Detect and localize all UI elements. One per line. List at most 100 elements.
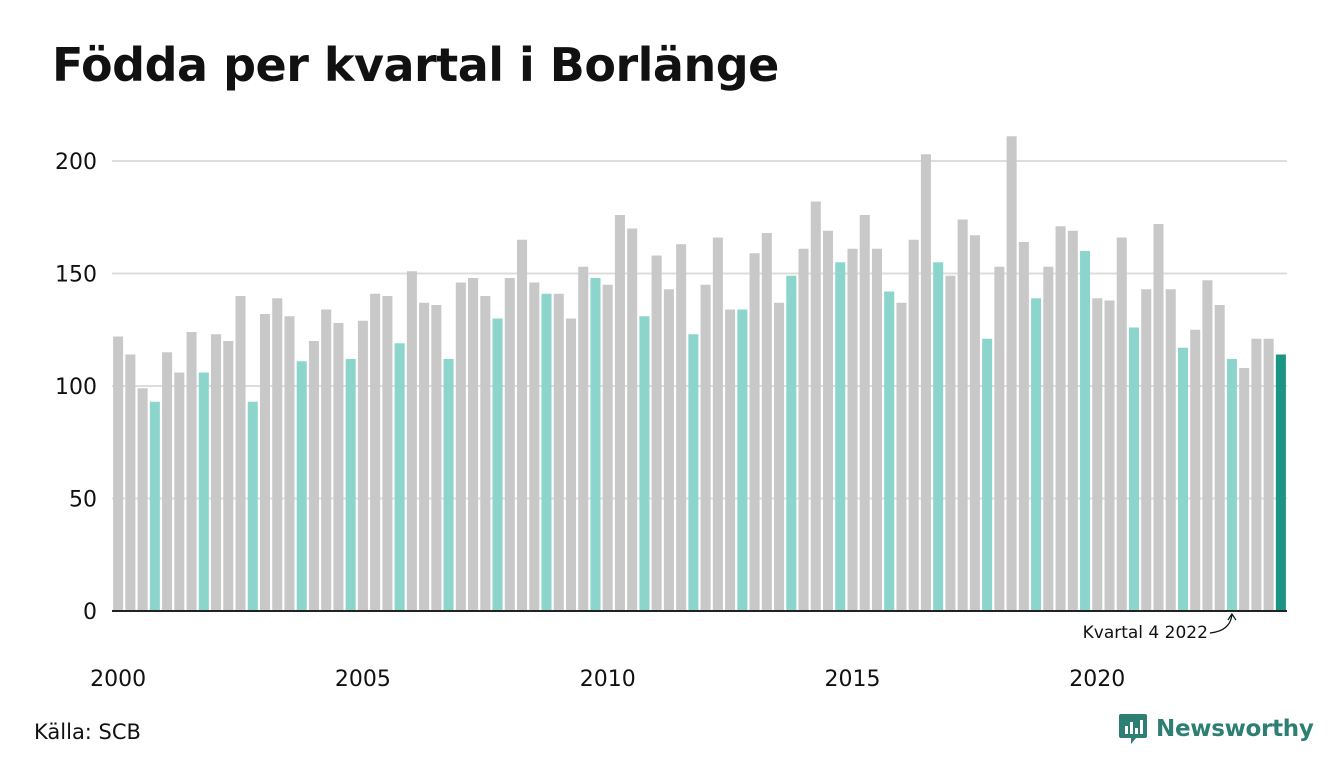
bar <box>565 318 577 611</box>
bar <box>1104 300 1115 611</box>
bar <box>186 332 197 611</box>
bar <box>1067 230 1078 611</box>
bar <box>1092 298 1103 611</box>
bar <box>1153 224 1164 611</box>
bar <box>406 271 417 611</box>
bar <box>578 266 589 611</box>
newsworthy-logo: Newsworthy <box>1118 712 1314 746</box>
bar <box>835 262 846 611</box>
bar <box>443 359 454 611</box>
bar <box>431 305 442 611</box>
y-tick-label: 50 <box>69 488 97 513</box>
bar <box>957 219 968 611</box>
bar <box>1226 359 1237 611</box>
bar <box>651 255 662 611</box>
y-axis-ticks: 0 50 100 150 200 <box>55 150 97 625</box>
bar <box>480 296 491 611</box>
bar <box>725 309 736 611</box>
bar <box>1177 347 1188 611</box>
bar <box>786 275 797 611</box>
bar <box>529 282 540 611</box>
bar <box>468 278 479 611</box>
bar <box>223 341 234 611</box>
bar <box>871 248 882 611</box>
y-tick-label: 150 <box>55 263 97 288</box>
bar <box>382 296 393 611</box>
bar <box>1239 368 1250 611</box>
bar <box>908 239 919 611</box>
bar <box>688 334 699 611</box>
bar <box>676 244 687 611</box>
bar <box>1031 298 1042 611</box>
bar <box>1116 237 1127 611</box>
annotation: Kvartal 4 2022 <box>1083 612 1237 643</box>
bar <box>517 239 528 611</box>
bar <box>113 336 124 611</box>
bar <box>198 372 209 611</box>
bar <box>394 343 405 611</box>
bar <box>284 316 295 611</box>
bar <box>896 302 907 611</box>
bar <box>700 284 711 611</box>
bar <box>627 228 638 611</box>
bar <box>553 293 564 611</box>
x-tick-label: 2020 <box>1069 667 1125 692</box>
bar <box>590 278 601 611</box>
bar <box>1055 226 1066 611</box>
bar <box>504 278 515 611</box>
bar <box>1128 327 1140 611</box>
source-label: Källa: SCB <box>34 720 141 744</box>
bar <box>370 293 381 611</box>
bar <box>1202 280 1213 611</box>
bar <box>859 215 870 611</box>
bar <box>125 354 136 611</box>
bar <box>1275 354 1286 611</box>
bar <box>541 293 552 611</box>
bar <box>982 338 993 611</box>
annotation-label: Kvartal 4 2022 <box>1083 623 1208 643</box>
bar <box>614 215 625 611</box>
grid-lines <box>112 160 1287 500</box>
bar <box>296 361 307 611</box>
bar <box>920 154 931 611</box>
bar <box>357 320 368 611</box>
bars <box>113 136 1286 611</box>
bar <box>308 341 319 611</box>
bar <box>235 296 246 611</box>
bar <box>1006 136 1017 611</box>
bar <box>1043 266 1054 611</box>
annotation-arrow <box>1209 612 1237 634</box>
bar <box>137 388 148 611</box>
y-tick-label: 200 <box>55 150 97 175</box>
bar <box>1018 242 1029 611</box>
bar <box>419 302 430 611</box>
bar <box>823 230 834 611</box>
bar <box>1214 305 1225 611</box>
bar <box>455 282 466 611</box>
bar <box>761 233 772 611</box>
x-tick-label: 2010 <box>580 667 636 692</box>
bar <box>749 253 760 611</box>
bar <box>847 248 858 611</box>
bar <box>259 314 271 611</box>
x-axis-ticks: 2000 2005 2010 2015 2020 <box>90 667 1125 692</box>
bar <box>884 291 895 611</box>
bar <box>345 359 356 611</box>
bar <box>945 275 956 611</box>
bar <box>602 284 613 611</box>
bar <box>1165 289 1176 611</box>
bar <box>1251 338 1262 611</box>
y-tick-label: 0 <box>83 600 97 625</box>
newsworthy-icon <box>1119 714 1147 744</box>
bar <box>321 309 332 611</box>
y-tick-label: 100 <box>55 375 97 400</box>
bar <box>247 401 258 611</box>
bar <box>1190 329 1201 611</box>
x-tick-label: 2005 <box>335 667 391 692</box>
x-tick-label: 2000 <box>90 667 146 692</box>
bar <box>162 352 173 611</box>
bar <box>1263 338 1274 611</box>
bar <box>174 372 185 611</box>
bar <box>712 237 723 611</box>
bar <box>774 302 785 611</box>
